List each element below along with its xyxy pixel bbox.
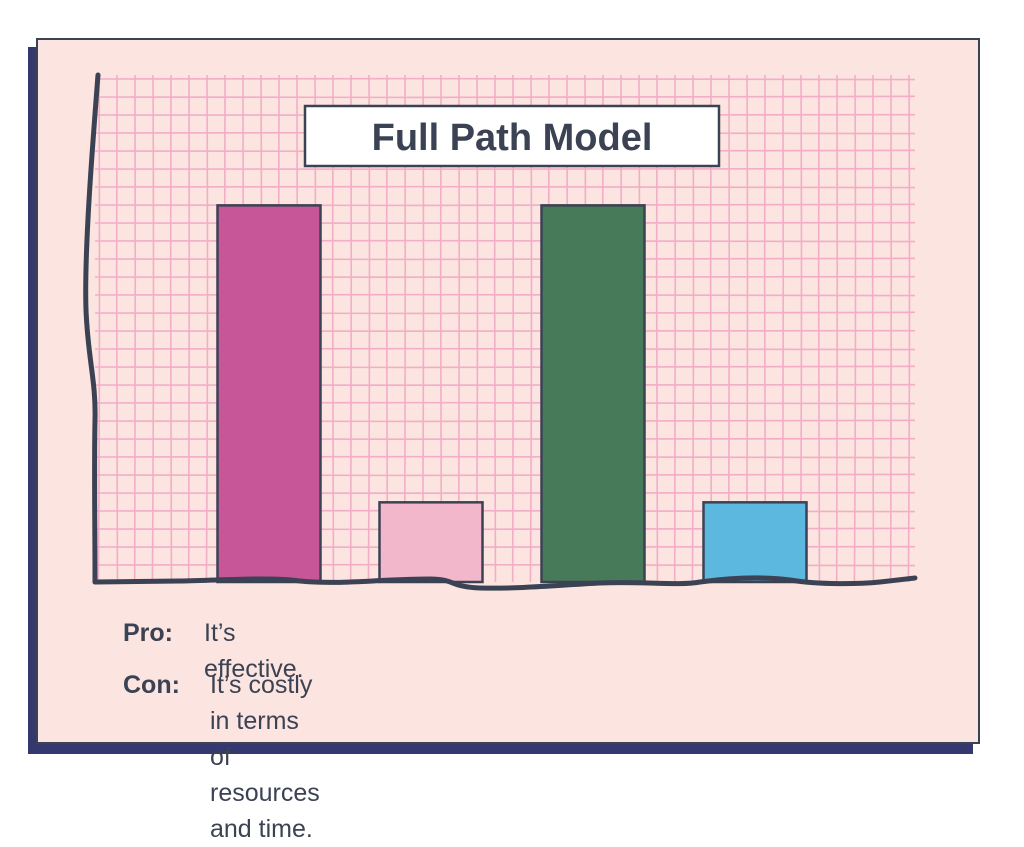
bar-1	[218, 205, 321, 582]
con-label: Con:	[123, 667, 180, 703]
chart-title: Full Path Model	[372, 117, 653, 159]
bar-4	[704, 502, 807, 582]
chart-title-box: Full Path Model	[305, 106, 719, 166]
grid-line-horizontal	[95, 96, 915, 97]
bar-3	[542, 205, 645, 582]
chart-bars	[218, 205, 807, 582]
grid-line-horizontal	[95, 79, 915, 80]
pro-label: Pro:	[123, 615, 173, 651]
con-text: It’s costly in terms of resources and ti…	[210, 667, 320, 847]
bar-2	[380, 502, 483, 582]
grid-line-horizontal	[95, 187, 915, 188]
